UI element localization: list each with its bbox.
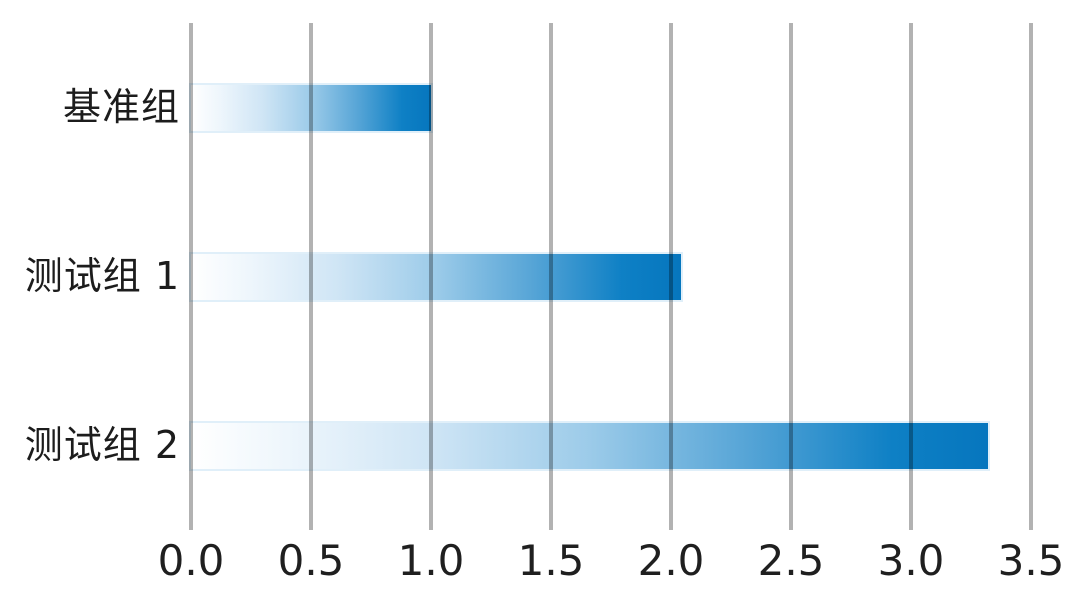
x-tick-label: 0.5	[277, 536, 345, 585]
x-tick-label: 0.0	[157, 536, 225, 585]
gridline	[189, 23, 193, 530]
category-label: 基准组	[62, 84, 180, 129]
bar	[191, 422, 988, 469]
x-tick-label: 1.5	[517, 536, 585, 585]
bar	[191, 84, 431, 131]
category-label: 测试组 2	[24, 422, 180, 467]
x-tick-label: 2.5	[757, 536, 825, 585]
category-label: 测试组 1	[24, 253, 180, 298]
x-tick-label: 3.0	[877, 536, 945, 585]
gridline	[429, 23, 433, 530]
bar	[191, 253, 681, 300]
gridline	[1029, 23, 1033, 530]
gridline	[309, 23, 313, 530]
x-tick-label: 2.0	[637, 536, 705, 585]
gridline	[789, 23, 793, 530]
x-axis: 0.0 0.5 1.0 1.5 2.0 2.5 3.0 3.5	[158, 536, 1065, 592]
gridline	[549, 23, 553, 530]
gridline	[669, 23, 673, 530]
x-tick-label: 1.0	[397, 536, 465, 585]
plot-area	[189, 23, 1033, 530]
x-tick-label: 3.5	[997, 536, 1065, 585]
gridline	[909, 23, 913, 530]
